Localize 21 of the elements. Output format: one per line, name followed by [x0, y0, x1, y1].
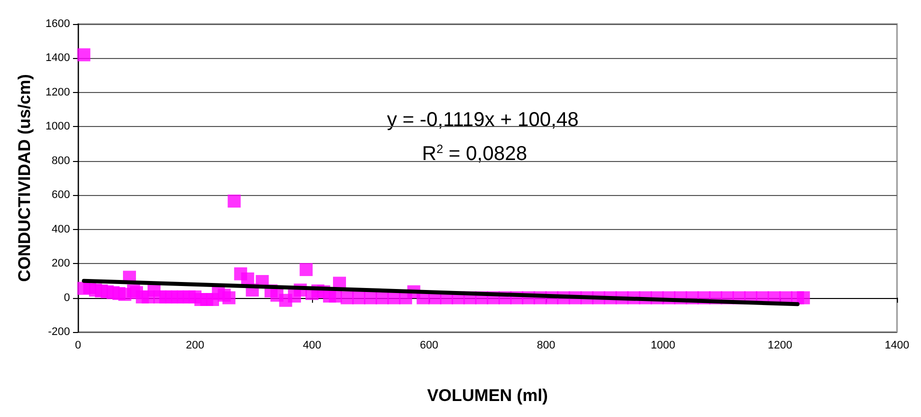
- x-tick-label: 400: [302, 340, 322, 352]
- x-tick-label: 0: [74, 340, 82, 352]
- y-tick-label: 200: [52, 258, 70, 270]
- y-tick-label: 1600: [46, 18, 70, 30]
- x-tick-label: 600: [420, 340, 438, 352]
- y-tick-label: 1200: [46, 86, 70, 98]
- y-tick-label: 400: [52, 223, 70, 236]
- x-tick-label: 800: [536, 340, 556, 352]
- y-tick-label: 600: [52, 189, 70, 202]
- x-axis-title: VOLUMEN (ml): [427, 386, 548, 405]
- y-tick-label: 0: [64, 292, 70, 304]
- y-tick-label: 800: [52, 154, 70, 167]
- y-tick-label: 1400: [46, 52, 70, 64]
- x-tick-label: 1000: [650, 340, 676, 352]
- y-axis-title: CONDUCTIVIDAD (us/cm): [15, 74, 34, 282]
- x-tick-label: 1200: [768, 340, 792, 352]
- y-tick-label: -200: [48, 326, 70, 338]
- x-tick-label: 200: [186, 340, 204, 352]
- x-tick-label: 1400: [884, 340, 910, 352]
- annotation: y = -0,1119x + 100,48: [387, 109, 579, 131]
- y-tick-label: 1000: [46, 120, 70, 133]
